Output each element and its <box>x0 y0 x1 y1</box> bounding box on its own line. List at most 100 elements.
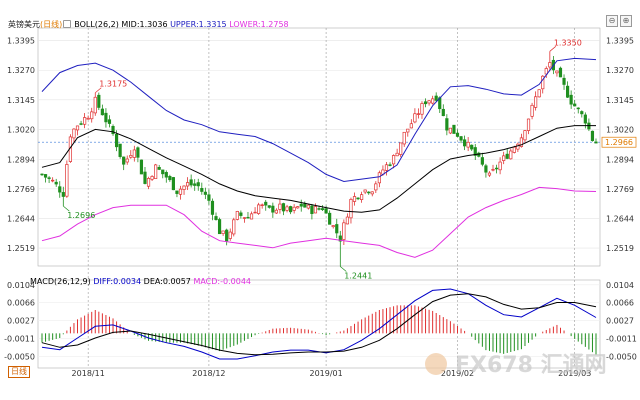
date-tick-label: 2018/11 <box>72 369 105 378</box>
price-tick-label-left: 1.2519 <box>7 244 35 253</box>
candle-body <box>303 203 307 208</box>
candle-body <box>534 96 538 108</box>
candle-body <box>395 152 399 157</box>
candle-body <box>391 155 396 165</box>
boll-lower-value: LOWER:1.2758 <box>229 20 289 29</box>
candle-body <box>129 155 133 158</box>
candle-body <box>583 114 587 124</box>
candle-body <box>463 139 467 147</box>
candle-body <box>235 211 239 220</box>
price-tick-label-left: 1.3145 <box>7 96 35 105</box>
candle-body <box>54 181 58 185</box>
candle-body <box>516 143 520 150</box>
date-tick-label: 2019/01 <box>309 369 342 378</box>
price-tick-label-left: 1.3020 <box>7 125 35 134</box>
candle-body <box>409 123 413 129</box>
candle-body <box>288 206 293 213</box>
macd-tick-label-left: 0.0066 <box>7 299 35 308</box>
candle-body <box>406 128 410 133</box>
candle-body <box>281 203 286 212</box>
candle-body <box>122 156 126 165</box>
candle-body <box>420 103 424 115</box>
candle-body <box>537 89 541 98</box>
candle-body <box>576 107 580 110</box>
candle-body <box>189 179 193 186</box>
candle-body <box>431 98 435 104</box>
candle-body <box>114 133 119 148</box>
candle-body <box>328 212 332 225</box>
candle-body <box>79 123 83 125</box>
candle-body <box>562 77 566 85</box>
candle-body <box>313 206 318 214</box>
boll-mid-line <box>41 125 596 213</box>
candle-body <box>335 224 339 234</box>
candle-body <box>100 108 104 116</box>
candle-body <box>40 173 44 176</box>
extreme-price-label: 1.3175 <box>99 80 127 89</box>
boll-legend: 英镑美元(日线) BOLL(26,2) MID:1.3036 UPPER:1.33… <box>8 19 289 29</box>
macd-tick-label: 0.0066 <box>606 299 634 308</box>
candle-body <box>466 141 470 148</box>
candle-body <box>448 127 452 134</box>
candle-body <box>423 101 428 105</box>
candle-body <box>196 182 200 187</box>
candle-body <box>544 68 548 75</box>
candle-body <box>306 204 310 209</box>
candle-body <box>363 189 367 193</box>
candle-body <box>487 172 492 176</box>
candle-body <box>51 179 55 182</box>
candle-body <box>519 137 524 147</box>
candle-body <box>349 199 353 219</box>
macd-dea-value: DEA:0.0057 <box>143 277 191 286</box>
date-tick-label: 2019/02 <box>441 369 474 378</box>
candle-body <box>239 212 243 216</box>
extreme-price-label: 1.3350 <box>554 38 582 47</box>
candle-body <box>484 165 488 173</box>
period-tab[interactable]: 日线 <box>8 366 30 378</box>
current-price-tag <box>601 136 637 148</box>
candle-body <box>61 192 65 197</box>
candle-body <box>207 194 211 201</box>
price-panel-frame <box>37 27 601 267</box>
indicator-settings-icon[interactable] <box>63 19 72 28</box>
candle-body <box>210 200 215 215</box>
zoom-out-icon[interactable]: ⊖ <box>606 15 618 27</box>
candle-body <box>509 150 513 160</box>
candle-body <box>494 167 499 170</box>
candle-body <box>264 201 268 206</box>
candle-body <box>175 190 179 194</box>
candle-body <box>296 206 300 209</box>
candle-body <box>83 117 87 125</box>
candle-body <box>203 191 207 195</box>
candle-body <box>342 222 346 240</box>
candle-body <box>157 166 161 170</box>
price-tick-label: 1.2644 <box>606 214 634 223</box>
macd-tick-label-left: -0.0050 <box>4 353 35 362</box>
macd-diff-line <box>41 288 597 360</box>
macd-dea-line <box>41 293 597 356</box>
candle-body <box>402 131 406 145</box>
date-tick-label: 2018/12 <box>192 369 225 378</box>
boll-upper-line <box>41 57 597 183</box>
candle-body <box>427 100 431 104</box>
candle-body <box>360 194 364 200</box>
macd-tick-label: 0.0027 <box>606 317 634 326</box>
candle-body <box>214 216 218 220</box>
candle-body <box>232 219 236 235</box>
boll-upper-value: UPPER:1.3315 <box>170 20 227 29</box>
candle-body <box>104 112 108 123</box>
candle-body <box>168 176 172 181</box>
zoom-in-icon[interactable]: ⊕ <box>620 15 632 27</box>
candle-body <box>367 191 371 194</box>
candle-body <box>565 85 570 98</box>
candle-body <box>374 183 378 191</box>
candle-body <box>139 159 144 175</box>
macd-hist-value: MACD:-0.0044 <box>193 277 251 286</box>
candle-body <box>320 208 325 211</box>
candle-body <box>47 177 51 179</box>
candle-body <box>310 205 314 214</box>
price-tick-label: 1.2769 <box>606 185 634 194</box>
candle-body <box>530 104 534 117</box>
candle-body <box>388 164 392 166</box>
candle-body <box>93 96 97 114</box>
